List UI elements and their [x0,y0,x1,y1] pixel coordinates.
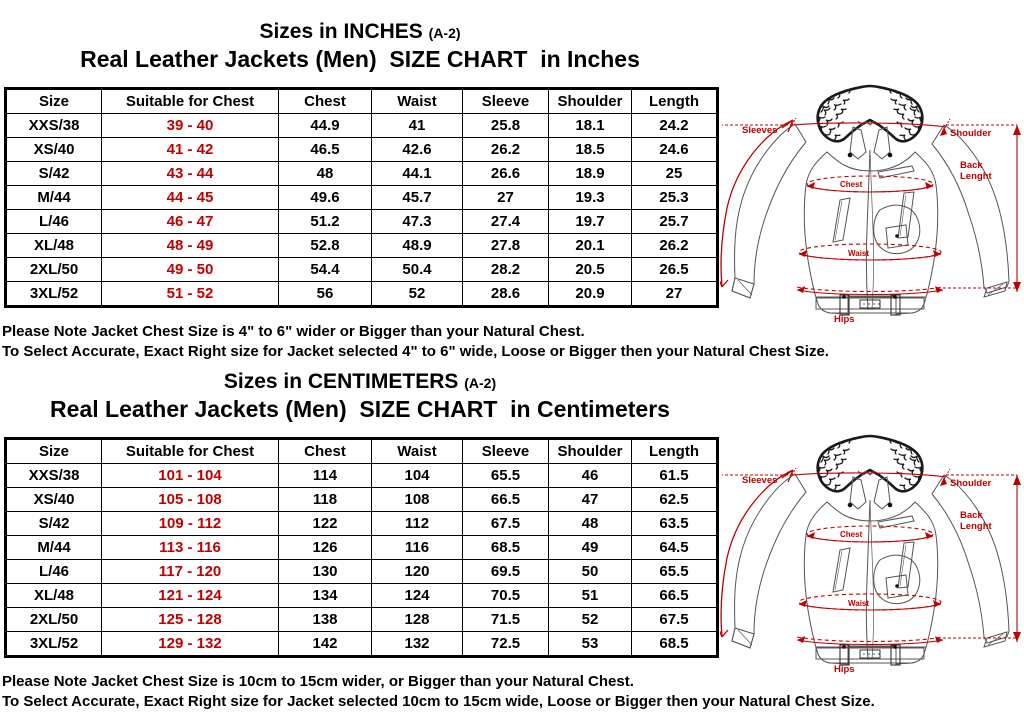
svg-text:Shoulder: Shoulder [950,128,991,139]
svg-text:Chest: Chest [840,530,863,539]
svg-text:Sleeves: Sleeves [742,125,777,136]
svg-text:Waist: Waist [848,599,869,608]
svg-text:Waist: Waist [848,249,869,258]
svg-text:Shoulder: Shoulder [950,478,991,489]
svg-text:Lenght: Lenght [960,521,992,532]
svg-text:Chest: Chest [840,180,863,189]
svg-text:Sleeves: Sleeves [742,475,777,486]
svg-text:Lenght: Lenght [960,171,992,182]
svg-text:Back: Back [960,510,983,521]
svg-text:Hips: Hips [834,314,855,325]
svg-text:Back: Back [960,160,983,171]
svg-text:Hips: Hips [834,664,855,675]
